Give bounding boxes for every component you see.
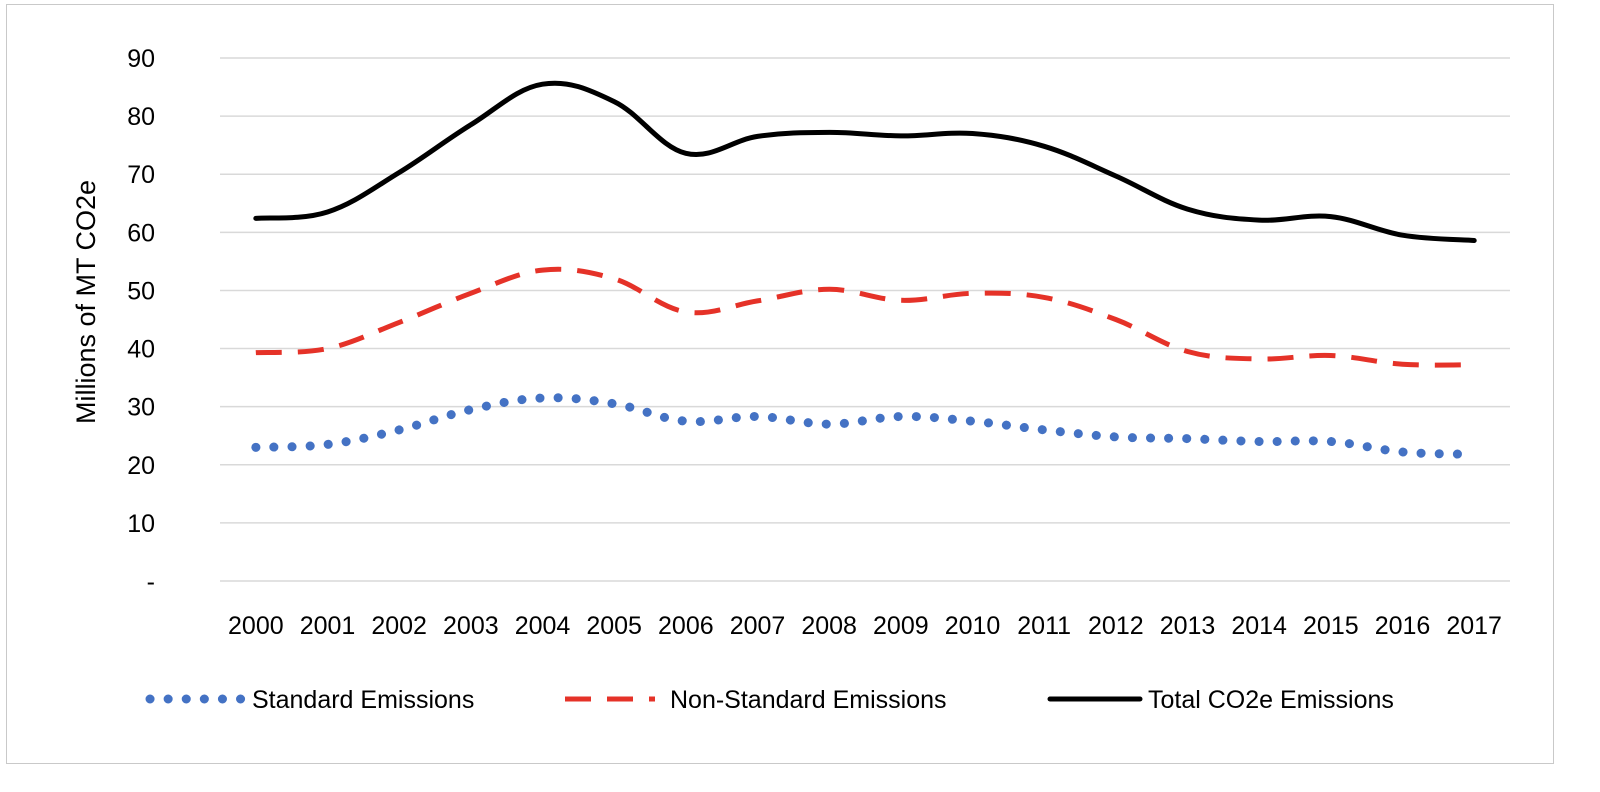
x-axis-ticks: 2000 2001 2002 2003 2004 2005 2006 2007 2008 2009… — [228, 612, 1502, 640]
y-axis-ticks: - 10 20 30 40 50 60 70 80 90 — [127, 45, 155, 596]
x-tick-label: 2007 — [730, 612, 786, 640]
x-tick-label: 2003 — [443, 612, 499, 640]
x-tick-label: 2006 — [658, 612, 714, 640]
legend-label: Total CO2e Emissions — [1148, 686, 1394, 714]
y-axis-title: Millions of MT CO2e — [71, 180, 101, 424]
y-tick-label: 40 — [127, 336, 155, 364]
series-lines — [251, 80, 1479, 459]
x-tick-label: 2009 — [873, 612, 929, 640]
y-tick-label: 60 — [127, 219, 155, 247]
x-tick-label: 2011 — [1017, 612, 1071, 640]
x-tick-label: 2004 — [515, 612, 571, 640]
x-tick-label: 2016 — [1375, 612, 1431, 640]
data-point — [1256, 356, 1262, 362]
chart-frame — [6, 4, 1554, 764]
x-tick-label: 2010 — [945, 612, 1001, 640]
y-tick-label: 10 — [127, 510, 155, 538]
y-tick-label: 80 — [127, 103, 155, 131]
y-tick-label: 70 — [127, 161, 155, 189]
x-tick-label: 2005 — [586, 612, 642, 640]
x-tick-label: 2001 — [300, 612, 356, 640]
x-tick-label: 2015 — [1303, 612, 1359, 640]
legend: Standard Emissions Non-Standard Emissions… — [145, 686, 1394, 714]
series-line-2 — [253, 80, 1477, 243]
data-point — [1471, 362, 1477, 368]
x-tick-label: 2014 — [1231, 612, 1287, 640]
y-tick-label: 50 — [127, 277, 155, 305]
data-point — [1471, 451, 1477, 457]
x-tick-label: 2000 — [228, 612, 284, 640]
data-point — [970, 290, 976, 296]
gridlines — [220, 57, 1510, 582]
data-point — [611, 276, 617, 282]
series-line-0 — [251, 393, 1479, 459]
y-tick-label: 30 — [127, 394, 155, 422]
data-point — [683, 309, 689, 315]
y-tick-label: 20 — [127, 452, 155, 480]
series-line-1 — [255, 266, 1475, 368]
x-tick-label: 2008 — [801, 612, 857, 640]
y-tick-label: 90 — [127, 45, 155, 73]
x-tick-label: 2012 — [1088, 612, 1144, 640]
x-tick-label: 2002 — [371, 612, 427, 640]
x-tick-label: 2017 — [1446, 612, 1502, 640]
y-tick-label: - — [147, 568, 155, 596]
legend-label: Standard Emissions — [252, 686, 474, 714]
legend-label: Non-Standard Emissions — [670, 686, 947, 714]
x-tick-label: 2013 — [1160, 612, 1216, 640]
